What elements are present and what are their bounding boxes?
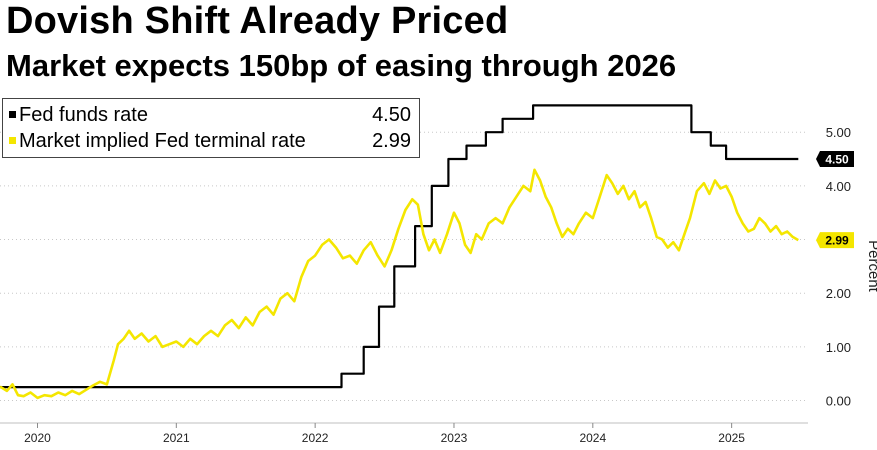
legend-item-fed-funds: Fed funds rate 4.50 xyxy=(9,102,413,128)
terminal-rate-line xyxy=(0,168,799,400)
legend-swatch-terminal-rate xyxy=(9,136,16,144)
legend-value-fed-funds: 4.50 xyxy=(372,104,411,126)
legend-item-terminal-rate: Market implied Fed terminal rate 2.99 xyxy=(9,128,413,154)
chart-title: Dovish Shift Already Priced xyxy=(6,0,509,42)
x-tick-label-3: 2023 xyxy=(441,431,468,445)
x-tick-label-1: 2021 xyxy=(163,431,190,445)
fed-funds-rate-line xyxy=(0,104,799,389)
legend-swatch-fed-funds xyxy=(9,110,16,118)
x-tick-label-4: 2024 xyxy=(579,431,606,445)
y-tick-label-2: 2.00 xyxy=(826,286,851,301)
y-tick-label-5: 5.00 xyxy=(826,125,851,140)
chart-legend: Fed funds rate 4.50 Market implied Fed t… xyxy=(2,98,420,158)
end-label-text-fed-funds: 4.50 xyxy=(825,153,849,167)
x-tick-label-0: 2020 xyxy=(24,431,51,445)
y-axis-label: Percent xyxy=(865,240,877,293)
x-tick-label-5: 2025 xyxy=(718,431,745,445)
legend-label-fed-funds: Fed funds rate xyxy=(19,104,148,126)
y-tick-label-0: 0.00 xyxy=(826,394,851,409)
y-tick-label-4: 4.00 xyxy=(826,179,851,194)
legend-label-terminal-rate: Market implied Fed terminal rate xyxy=(19,130,306,152)
legend-value-terminal-rate: 2.99 xyxy=(372,130,411,152)
end-label-badge-terminal-rate xyxy=(816,232,854,249)
end-label-text-terminal-rate: 2.99 xyxy=(825,234,849,248)
end-label-badge-fed-funds xyxy=(816,151,854,168)
y-tick-label-1: 1.00 xyxy=(826,340,851,355)
chart-subtitle: Market expects 150bp of easing through 2… xyxy=(6,48,677,83)
x-tick-label-2: 2022 xyxy=(302,431,329,445)
